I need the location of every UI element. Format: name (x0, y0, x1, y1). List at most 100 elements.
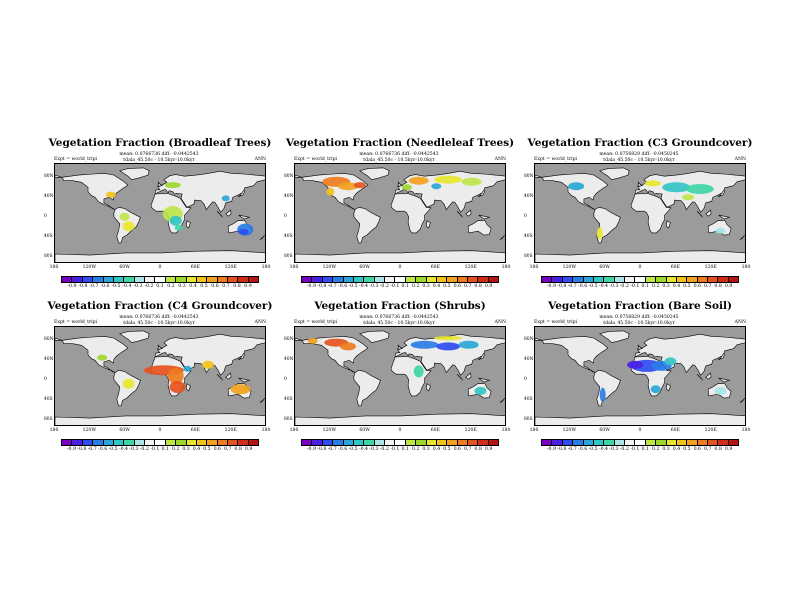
lon-label: 60E (670, 265, 680, 270)
panel-stats-line2: tdala_45.50c - 10.5kyr-10.0kyr (123, 158, 195, 163)
colorbar-label: 0.1 (156, 284, 164, 289)
colorbar-labels: -0.9 -0.8 -0.7 -0.6 -0.5 -0.4 -0.3 -0.2 -0.1 0.1 0… (301, 447, 499, 454)
colorbar-label: 0.2 (651, 284, 660, 289)
panel-stats-line2: tdala_45.50c - 10.5kyr-10.0kyr (603, 158, 675, 163)
lon-axis: 180 120W 60W 0 60E 120E 180 (530, 265, 751, 273)
colorbar-swatch (666, 277, 677, 282)
colorbar-swatch (207, 440, 218, 445)
colorbar-swatch (447, 277, 458, 282)
colorbar-label: -0.7 (567, 284, 577, 289)
lat-label: 40N (284, 194, 294, 199)
lon-label: 0 (398, 428, 402, 433)
colorbar-swatch (687, 440, 698, 445)
difference-patch (174, 224, 183, 231)
colorbar-label: 0.4 (192, 447, 201, 452)
colorbar-swatch (385, 440, 396, 445)
panel-season: ANN (494, 157, 506, 162)
colorbar-label: -0.4 (598, 284, 609, 289)
land-mass (535, 174, 543, 178)
colorbar-swatch (364, 440, 375, 445)
colorbar-label: 0.7 (704, 284, 712, 289)
colorbar-swatch (322, 277, 334, 282)
lat-label: 80N (44, 174, 54, 179)
colorbar-label: 0.6 (211, 284, 219, 289)
panel-season: ANN (254, 157, 266, 162)
colorbar-label: -0.9 (306, 284, 316, 289)
colorbar-label: 0.5 (683, 447, 691, 452)
lon-label: 0 (638, 428, 642, 433)
colorbar-swatch (186, 277, 197, 282)
land-mass (238, 214, 251, 220)
land-mass (739, 397, 745, 403)
map-area (534, 163, 746, 263)
colorbar-labels: -0.9 -0.8 -0.7 -0.6 -0.5 -0.4 -0.3 -0.2 -0.1 0.1 0… (541, 447, 739, 454)
colorbar-swatch (656, 440, 667, 445)
colorbar-label: -0.5 (348, 284, 358, 289)
lat-label: 80S (524, 254, 533, 259)
panel-expt: Expt = world_tripi (54, 320, 98, 325)
colorbar-label: 0.8 (474, 447, 482, 452)
land-mass (216, 373, 224, 381)
lat-label: 80S (44, 417, 53, 422)
colorbar-label: 0.4 (672, 284, 681, 289)
difference-patch (461, 177, 482, 186)
land-mass (630, 193, 672, 234)
lat-label: 0 (524, 377, 527, 382)
colorbar-label: 0.2 (411, 447, 420, 452)
lon-label: 60W (359, 265, 370, 270)
colorbar-swatch (322, 440, 334, 445)
lat-label: 80S (524, 417, 533, 422)
colorbar-label: 0.6 (693, 447, 702, 452)
colorbar-label: 0.1 (641, 284, 649, 289)
difference-patch (662, 182, 691, 193)
lon-label: 120E (464, 265, 477, 270)
colorbar-label: 0.7 (222, 284, 230, 289)
colorbar-swatch (385, 277, 396, 282)
land-mass (465, 372, 472, 380)
panel-season: ANN (254, 320, 266, 325)
colorbar-label: -0.3 (609, 447, 619, 452)
land-mass (237, 190, 245, 198)
colorbar-label: 0.8 (714, 447, 722, 452)
colorbar-label: 0.2 (171, 447, 180, 452)
colorbar-swatch (196, 277, 208, 282)
colorbar-label: -0.4 (598, 447, 609, 452)
colorbar-label: 0.3 (662, 447, 670, 452)
colorbar-label: -0.8 (557, 284, 567, 289)
land-mass (55, 413, 265, 425)
land-mass (225, 209, 232, 217)
lon-label: 0 (398, 265, 402, 270)
colorbar-label: -0.7 (87, 447, 97, 452)
colorbar-swatch (186, 440, 197, 445)
colorbar-swatch (625, 277, 636, 282)
lat-label: 0 (284, 214, 287, 219)
difference-patch (627, 360, 644, 369)
colorbar-label: 0.3 (422, 447, 430, 452)
difference-patch (431, 183, 442, 190)
panel-season: ANN (494, 320, 506, 325)
land-mass (425, 383, 431, 392)
colorbar-label: -0.7 (89, 284, 99, 289)
panel-season: ANN (734, 320, 746, 325)
land-mass (425, 220, 431, 229)
lon-label: 180 (741, 428, 751, 433)
colorbar-swatch (728, 440, 739, 445)
panel-stats-line1: mean: 0.0766736 diff: -0.0442543 (119, 315, 199, 320)
colorbar-swatch (562, 440, 574, 445)
colorbar (61, 276, 259, 283)
lat-label: 80N (284, 337, 294, 342)
colorbar-swatch (457, 440, 468, 445)
difference-patch (340, 342, 356, 351)
lon-label: 180 (501, 265, 511, 270)
colorbar-label: 0.1 (641, 447, 649, 452)
colorbar-label: -0.2 (379, 284, 389, 289)
land-mass (456, 373, 464, 381)
colorbar-label: 0.7 (464, 284, 472, 289)
difference-patch (307, 337, 318, 344)
map-area (54, 163, 266, 263)
colorbar-label: 0.9 (724, 284, 733, 289)
map-area (294, 326, 506, 426)
panel-title: Vegetation Fraction (C3 Groundcover) (527, 137, 753, 149)
lon-label: 180 (49, 428, 59, 433)
panel-expt: Expt = world_tripi (294, 157, 338, 162)
